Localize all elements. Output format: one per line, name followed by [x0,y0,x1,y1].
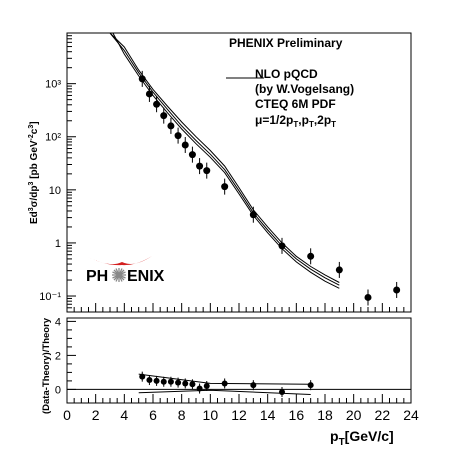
data-point [196,162,204,170]
ratio-point [175,379,182,386]
top-y-tick-label: 1 [55,238,61,250]
top-y-axis: 10⁻¹ 1 10 10² 10³ [39,32,76,313]
bottom-y-axis: 0 2 4 [55,316,76,396]
data-point [203,167,211,175]
x-tick-label: 10 [203,407,219,423]
theory-curve [109,33,340,286]
data-point [249,211,257,219]
x-tick-label: 14 [260,407,276,423]
data-point [138,75,146,83]
top-y-tick-label: 10³ [45,79,61,91]
ratio-point [189,381,196,388]
x-tick-label: 20 [346,407,362,423]
data-point [153,100,161,108]
data-point [221,183,229,191]
theory-curve [109,33,340,283]
logo-text-right: ENIX [127,268,165,285]
bottom-y-axis-label: (Data-Theory)/Theory [41,317,52,414]
data-point [393,286,401,294]
top-y-tick-label: 10² [45,132,61,144]
logo-star-icon [112,268,126,282]
data-point [181,141,189,149]
data-point [145,90,153,98]
ratio-point [203,383,210,389]
x-axis: 0 2 4 6 8 10 12 14 16 18 20 22 24 [63,303,419,423]
x-tick-label: 4 [120,407,128,423]
bottom-theory-band [138,373,311,395]
data-point [174,132,182,140]
data-point [160,112,168,120]
ratio-point [167,378,174,385]
ratio-point [279,388,285,395]
data-point [335,266,343,274]
x-tick-label: 16 [289,407,305,423]
logo-text-left: PH [86,268,108,285]
ratio-point [250,382,257,389]
bottom-y-tick-label: 4 [55,316,61,328]
x-tick-label: 22 [375,407,391,423]
theory-curve [112,33,340,289]
theory-band-upper [138,373,311,385]
x-axis-label: pT[GeV/c] [330,428,394,448]
x-tick-label: 0 [63,407,71,423]
ratio-point [146,377,153,384]
x-tick-label: 6 [149,407,157,423]
data-point [167,122,175,130]
ratio-point [307,382,314,389]
data-point [364,293,372,301]
chart-header: PHENIX Preliminary [229,36,343,50]
legend-scale-text: μ=1/2pT,pT,2pT [255,113,336,129]
top-data-points [138,70,401,306]
x-tick-label: 12 [231,407,247,423]
x-tick-label: 18 [317,407,333,423]
x-tick-label: 24 [403,407,419,423]
bottom-panel-frame [66,317,412,404]
x-tick-label: 8 [178,407,186,423]
top-y-tick-label: 10 [49,185,61,197]
phenix-logo: PH ENIX [86,256,165,285]
x-tick-label: 2 [92,407,100,423]
data-point [278,242,286,250]
legend-line2: (by W.Vogelsang) [255,82,354,96]
bottom-y-tick-label: 2 [55,350,61,362]
logo-swoosh [88,256,152,266]
theory-curves [109,33,340,289]
legend-line3: CTEQ 6M PDF [255,97,336,111]
ratio-point [182,380,189,387]
ratio-point [196,385,203,392]
top-y-tick-label: 10⁻¹ [39,291,61,303]
data-point [307,252,315,260]
legend-line1: NLO pQCD [255,67,318,81]
ratio-point [153,377,160,384]
theory-band-lower [138,389,311,395]
bottom-y-tick-label: 0 [55,384,61,396]
ratio-point [160,378,167,385]
data-point [188,151,196,159]
top-y-axis-label: Ed3σ/dp3 [pb GeV-2c3] [28,121,40,224]
